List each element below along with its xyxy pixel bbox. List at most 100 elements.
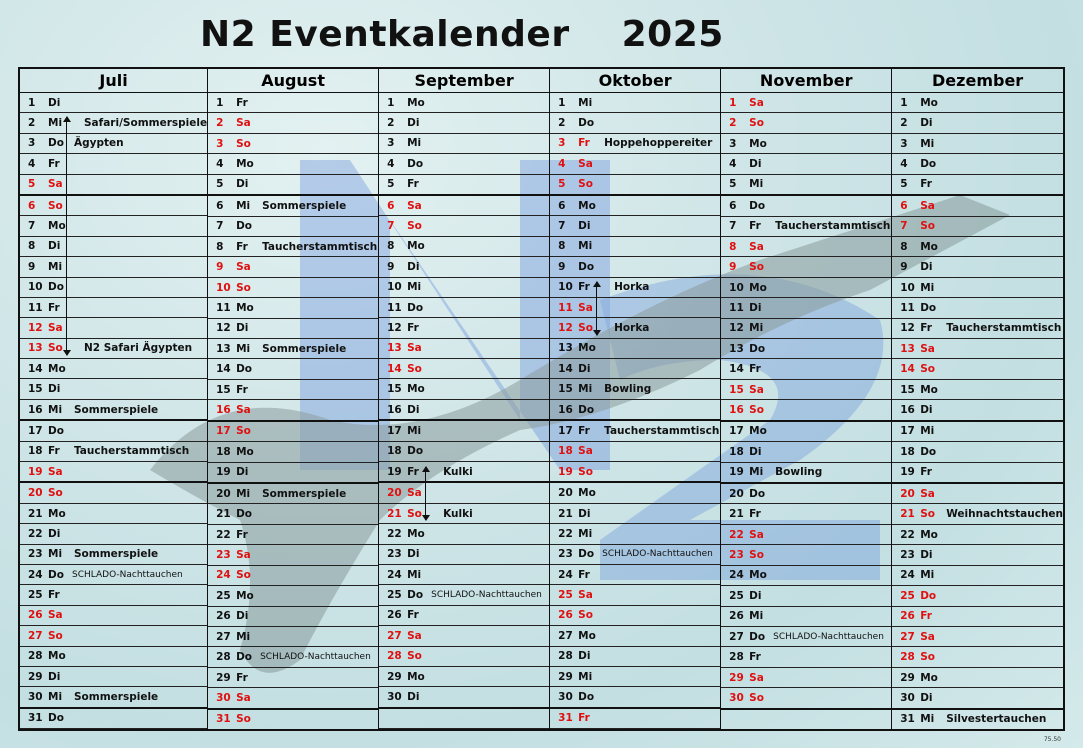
event-label: Sommerspiele: [74, 691, 159, 704]
weekday: Fr: [749, 220, 761, 233]
weekday: Mo: [749, 281, 767, 294]
weekday: Mi: [407, 424, 422, 437]
month-header: Juli: [20, 69, 208, 93]
day-row: 14 So: [892, 359, 1064, 380]
day-row: 3 Mo: [721, 134, 892, 155]
weekday: Fr: [48, 445, 60, 458]
day-row: 2 Mi Safari/Sommerspiele: [20, 113, 208, 134]
day-row: 28 So: [379, 647, 550, 667]
day-number: 19: [387, 465, 402, 478]
weekday: Di: [236, 610, 249, 623]
day-number: 5: [729, 178, 737, 191]
weekday: Mi: [920, 281, 935, 294]
day-number: 24: [558, 568, 573, 581]
weekday: Mi: [920, 425, 935, 438]
month-column-november: November 1 Sa 2 So 3 Mo 4 Di 5 Mi 6 Do 7 Fr Taucherstam…: [721, 69, 893, 729]
month-header: Oktober: [550, 69, 721, 93]
day-number: 13: [216, 342, 231, 355]
day-number: 9: [558, 260, 566, 273]
event-label: Kulki: [443, 507, 473, 520]
weekday: So: [749, 404, 764, 417]
weekday: Mi: [236, 487, 251, 500]
day-number: 16: [28, 403, 43, 416]
day-row: 22 Fr: [208, 525, 379, 546]
weekday: Do: [920, 157, 937, 170]
weekday: Di: [407, 117, 420, 130]
weekday: Do: [920, 589, 937, 602]
day-row: 3 Fr Hoppehoppereiter: [550, 134, 721, 155]
day-row: 10 Mi: [379, 278, 550, 298]
weekday: Di: [578, 507, 591, 520]
day-number: 11: [216, 301, 231, 314]
day-row: 27 Mo: [550, 626, 721, 647]
weekday: Mo: [407, 383, 425, 396]
weekday: Do: [236, 363, 253, 376]
weekday: Di: [236, 466, 249, 479]
day-row: 26 Sa: [20, 606, 208, 627]
weekday: Sa: [749, 383, 764, 396]
weekday: Do: [578, 117, 595, 130]
day-number: 25: [28, 589, 43, 602]
day-number: 9: [387, 260, 395, 273]
weekday: Mi: [920, 713, 935, 726]
day-number: 29: [387, 670, 402, 683]
day-row: 11 Di: [721, 298, 892, 319]
day-row: 10 Mo: [721, 278, 892, 299]
day-row: 9 Mi: [20, 257, 208, 278]
day-row: 17 Do: [20, 421, 208, 442]
day-row: 29 Di: [20, 667, 208, 688]
month-header: Dezember: [892, 69, 1064, 93]
day-row: 14 Mo: [20, 359, 208, 380]
day-row: 17 So: [208, 422, 379, 443]
weekday: Do: [749, 487, 766, 500]
weekday: Mo: [407, 240, 425, 253]
day-number: 2: [900, 117, 908, 130]
weekday: Sa: [236, 261, 251, 274]
weekday: Mo: [920, 528, 938, 541]
day-row: 12 Mi: [721, 319, 892, 340]
event-label: Silvestertauchen: [946, 713, 1047, 726]
day-row: 13 Sa: [892, 339, 1064, 360]
day-row: 23 Mi Sommerspiele: [20, 545, 208, 565]
weekday: Sa: [920, 630, 935, 643]
weekday: Fr: [578, 424, 590, 437]
day-row: 11 Do: [379, 298, 550, 319]
day-row: 11 Mo: [208, 298, 379, 319]
day-row: 13 Mi Sommerspiele: [208, 339, 379, 360]
weekday: Do: [48, 424, 64, 437]
date-range-arrow-icon: [592, 281, 601, 336]
month-column-juli: Juli 1 Di 2 Mi Safari/Sommerspiele 3 Do Ägypten 4…: [20, 69, 209, 730]
day-row: 1 Di: [20, 93, 208, 114]
day-row: 22 Mo: [379, 524, 550, 545]
day-number: 19: [729, 466, 744, 479]
weekday: Fr: [920, 466, 932, 479]
day-row: 27 So: [20, 626, 208, 647]
weekday: Di: [236, 322, 249, 335]
day-row: 23 Di: [379, 545, 550, 565]
weekday: Mo: [578, 487, 596, 500]
day-row: 21 Mo: [20, 504, 208, 525]
weekday: Di: [48, 527, 61, 540]
event-label: Bowling: [604, 383, 652, 396]
day-row: 31 Do: [20, 709, 208, 730]
weekday: Fr: [407, 178, 419, 191]
weekday: Mi: [578, 670, 593, 683]
day-number: 9: [28, 260, 36, 273]
event-label: Sommerspiele: [74, 548, 159, 561]
weekday: So: [749, 117, 764, 130]
day-number: 11: [28, 301, 43, 314]
weekday: Do: [920, 445, 937, 458]
day-number: 1: [558, 96, 566, 109]
day-number: 7: [900, 220, 908, 233]
day-number: 10: [558, 281, 573, 294]
day-number: 8: [28, 240, 36, 253]
day-row: 29 Mo: [379, 667, 550, 688]
weekday: So: [236, 713, 251, 726]
weekday: Do: [749, 342, 766, 355]
event-label: Horka: [614, 321, 650, 334]
weekday: Do: [407, 589, 424, 602]
day-number: 15: [729, 383, 744, 396]
day-row: [721, 710, 891, 729]
day-row: 18 Fr Taucherstammtisch: [20, 442, 208, 463]
weekday: So: [48, 629, 63, 642]
